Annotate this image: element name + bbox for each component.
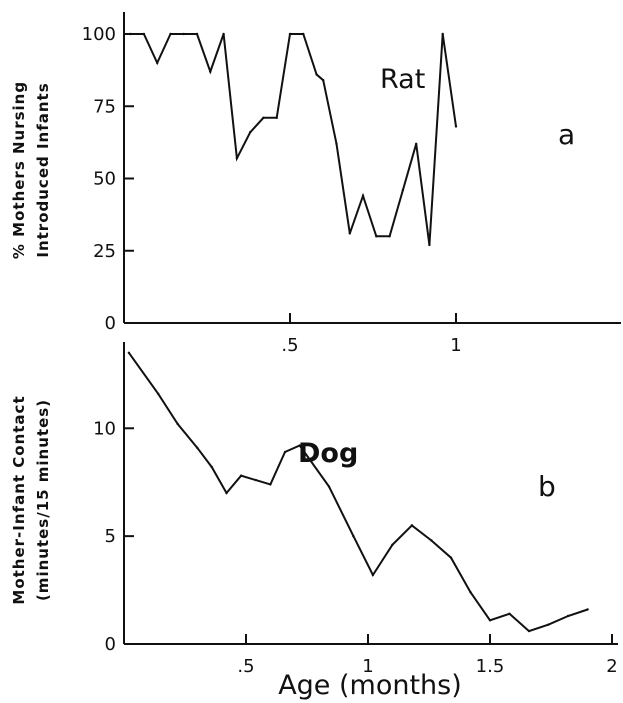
rat-x-tick-label: .5 xyxy=(281,335,298,356)
dog-data-point xyxy=(586,608,589,611)
dog-x-tick-label: .5 xyxy=(237,656,254,677)
rat-data-point xyxy=(182,32,185,36)
dog-data-point xyxy=(283,450,287,454)
dog-data-point xyxy=(410,524,414,527)
dog-ylabel-line-1: Mother-Infant Contact xyxy=(10,395,28,604)
dog-data-point xyxy=(508,612,511,615)
rat-data-point xyxy=(129,32,132,36)
rat-data-point xyxy=(169,32,172,36)
rat-y-tick-label: 75 xyxy=(93,96,116,117)
rat-annotation: Rat xyxy=(380,64,425,95)
rat-data-point xyxy=(441,32,444,36)
rat-data-point xyxy=(262,116,265,120)
dog-y-tick-label: 10 xyxy=(93,418,116,439)
rat-y-tick-label: 50 xyxy=(93,169,116,190)
rat-data-point xyxy=(288,32,292,36)
dog-data-point xyxy=(196,446,199,449)
rat-ylabel-line-2: Introduced Infants xyxy=(34,82,52,257)
dog-series-points xyxy=(127,351,589,633)
rat-data-point xyxy=(142,32,146,36)
dog-data-point xyxy=(469,591,472,594)
rat-y-ticks: 0 25 50 75 100 xyxy=(82,24,134,334)
dog-x-tick-label: 1.5 xyxy=(476,656,505,677)
rat-series-points xyxy=(129,32,458,247)
dog-data-point xyxy=(269,483,272,486)
dog-data-point xyxy=(391,543,394,546)
rat-panel-letter: a xyxy=(558,118,575,151)
rat-data-point xyxy=(275,116,278,120)
rat-data-point xyxy=(375,235,378,238)
dog-data-point xyxy=(566,614,570,618)
dog-x-ticks: .5 1 1.5 2 xyxy=(237,634,618,677)
dog-data-point xyxy=(239,474,243,477)
rat-data-point xyxy=(235,157,239,160)
rat-y-tick-label: 25 xyxy=(93,241,116,262)
rat-panel: 0 25 50 75 100 .5 1 Rat a % Mothers Nursing I… xyxy=(10,12,621,356)
rat-data-point xyxy=(222,32,225,36)
dog-data-point xyxy=(298,444,301,447)
dog-y-ticks: 0 5 10 xyxy=(93,418,134,655)
dog-data-point xyxy=(225,491,228,495)
dog-panel: 0 5 10 .5 1 1.5 2 Dog b Mother-Infant Contact… xyxy=(10,342,618,701)
rat-ylabel-line-1: % Mothers Nursing xyxy=(10,81,28,259)
rat-data-point xyxy=(388,235,391,238)
rat-data-point xyxy=(315,73,318,76)
rat-x-ticks: .5 1 xyxy=(281,313,462,356)
dog-data-point xyxy=(352,534,355,538)
rat-data-point xyxy=(428,243,431,247)
rat-data-point xyxy=(209,70,212,73)
rat-data-point xyxy=(414,142,418,146)
dog-y-tick-label: 5 xyxy=(105,526,116,547)
dog-x-tick-label: 1 xyxy=(362,656,373,677)
rat-data-point xyxy=(335,142,338,146)
rat-data-point xyxy=(454,125,458,128)
dog-data-point xyxy=(547,623,550,626)
dog-panel-letter: b xyxy=(538,470,556,503)
dog-data-point xyxy=(210,465,214,469)
rat-data-point xyxy=(348,232,351,235)
dog-data-point xyxy=(156,392,160,395)
rat-x-tick-label: 1 xyxy=(450,335,461,356)
dog-y-tick-label: 0 xyxy=(105,634,116,655)
rat-data-point xyxy=(302,32,305,36)
rat-y-tick-label: 0 xyxy=(105,313,116,334)
dog-annotation: Dog xyxy=(298,438,358,469)
dog-series-line xyxy=(128,352,588,633)
dog-data-point xyxy=(449,556,453,559)
rat-data-point xyxy=(195,32,199,36)
dog-data-point xyxy=(527,629,531,633)
x-axis-label: Age (months) xyxy=(278,670,462,701)
dog-data-point xyxy=(127,351,131,354)
rat-data-point xyxy=(401,188,405,192)
dog-data-point xyxy=(254,478,257,482)
dog-x-tick-label: 2 xyxy=(606,656,617,677)
rat-data-point xyxy=(248,131,252,134)
dog-data-point xyxy=(488,619,492,622)
rat-data-point xyxy=(322,79,325,82)
dog-data-point xyxy=(430,539,433,542)
rat-data-point xyxy=(156,61,159,65)
rat-data-point xyxy=(361,194,365,198)
dog-data-point xyxy=(371,573,375,577)
dog-data-point xyxy=(327,485,331,488)
dog-ylabel-line-2: (minutes/15 minutes) xyxy=(34,399,52,601)
dog-data-point xyxy=(176,422,179,426)
rat-y-tick-label: 100 xyxy=(82,24,116,45)
rat-series-line xyxy=(130,33,457,246)
